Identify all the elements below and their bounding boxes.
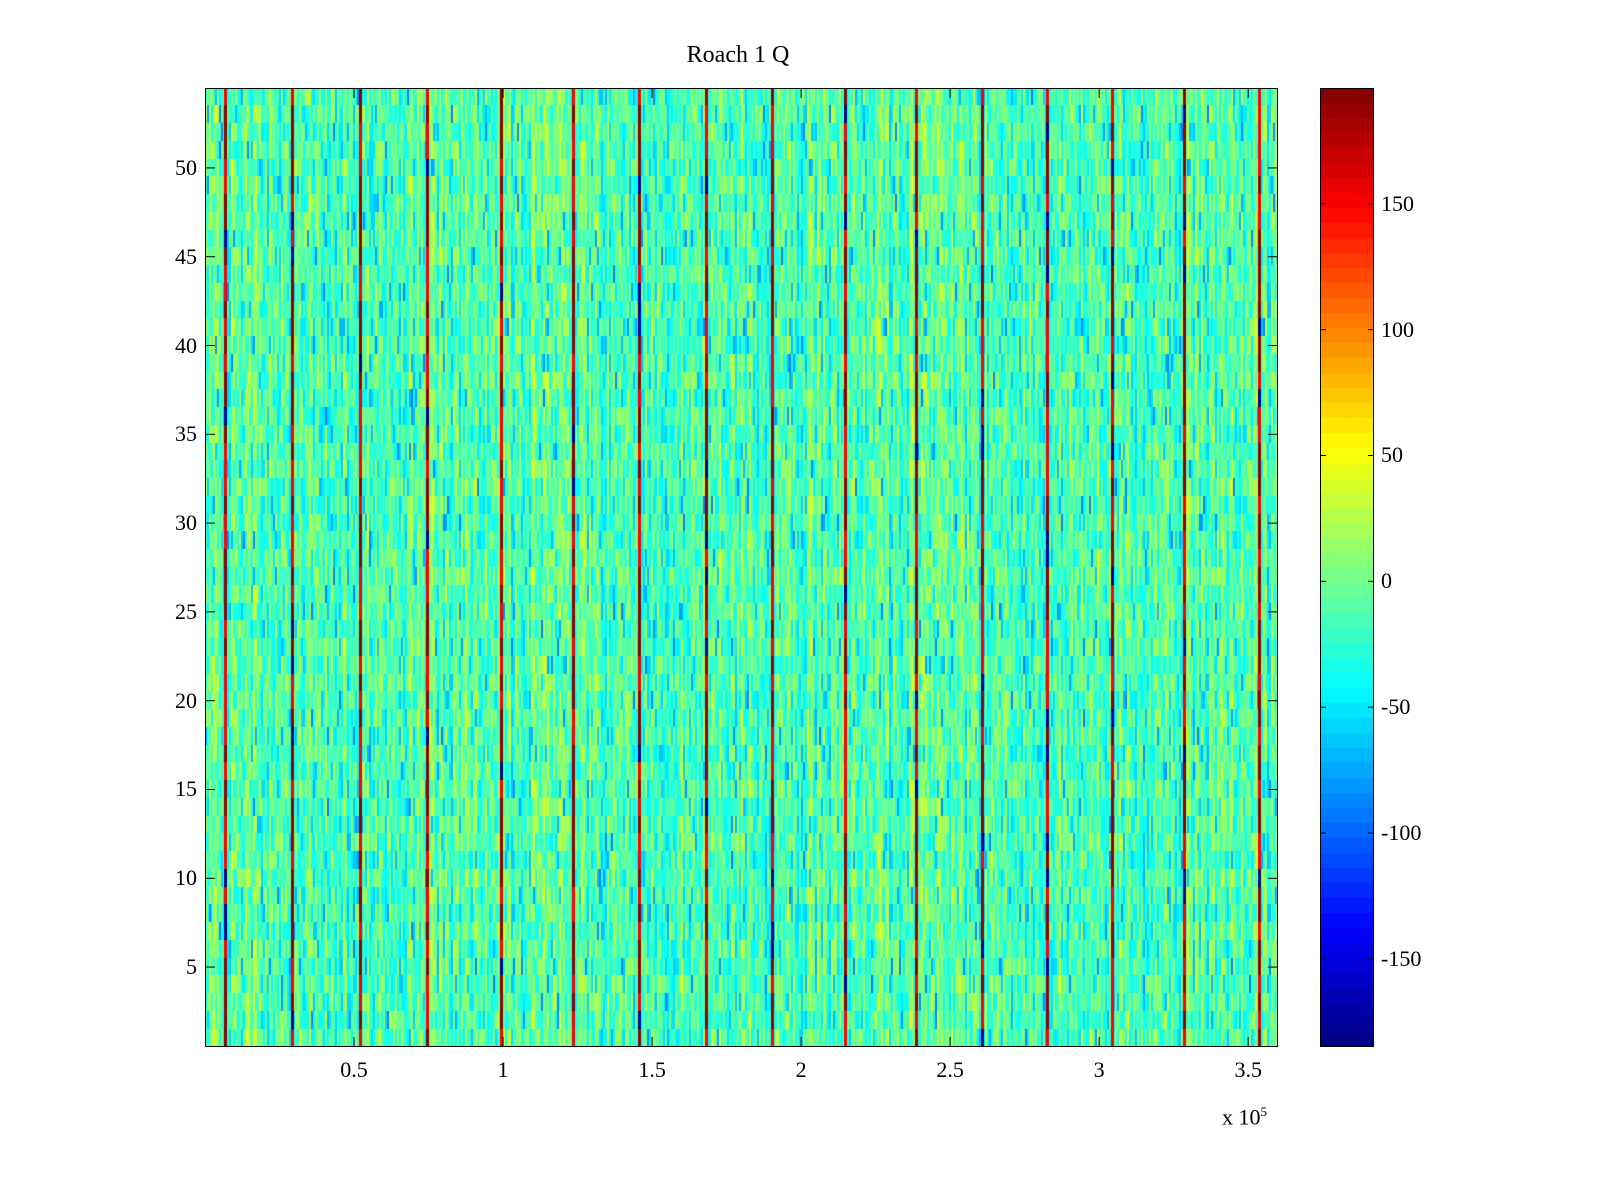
x-tick-label: 1.5 [638, 1057, 666, 1082]
x-tick-label: 3 [1093, 1057, 1105, 1082]
colorbar-tick-label: -100 [1381, 820, 1422, 846]
colorbar-tick-label: 0 [1381, 568, 1392, 594]
y-tick-label: 40 [175, 332, 197, 358]
plot-area [205, 88, 1278, 1047]
y-tick-label: 25 [175, 598, 197, 624]
y-tick-label: 20 [175, 687, 197, 713]
x-tick-label: 2.5 [936, 1057, 964, 1082]
x-tick-label: 1 [497, 1057, 509, 1082]
x-exponent-label: x 105 [1222, 1104, 1267, 1130]
axes-frame [205, 88, 1278, 1047]
x-tick-label: 0.5 [340, 1057, 368, 1082]
colorbar-tick-label: -150 [1381, 945, 1422, 971]
colorbar-tick-label: 100 [1381, 316, 1414, 342]
colorbar [1320, 88, 1374, 1047]
x-tick-label: 3.5 [1234, 1057, 1262, 1082]
y-tick-label: 35 [175, 421, 197, 447]
x-tick-label: 2 [795, 1057, 807, 1082]
colorbar-tick-label: -50 [1381, 694, 1411, 720]
heatmap-cells [205, 88, 1278, 1047]
plot-border [205, 88, 1278, 1047]
colorbar-border [1320, 88, 1374, 1047]
colorbar-tick-label: 150 [1381, 190, 1414, 216]
y-tick-label: 5 [186, 954, 197, 980]
colorbar-frame [1320, 88, 1374, 1047]
chart-title: Roach 1 Q [686, 42, 790, 68]
colorbar-tick-label: 50 [1381, 442, 1403, 468]
y-tick-label: 10 [175, 865, 197, 891]
y-tick-label: 50 [175, 154, 197, 180]
y-tick-label: 45 [175, 243, 197, 269]
y-tick-label: 30 [175, 510, 197, 536]
y-tick-label: 15 [175, 776, 197, 802]
